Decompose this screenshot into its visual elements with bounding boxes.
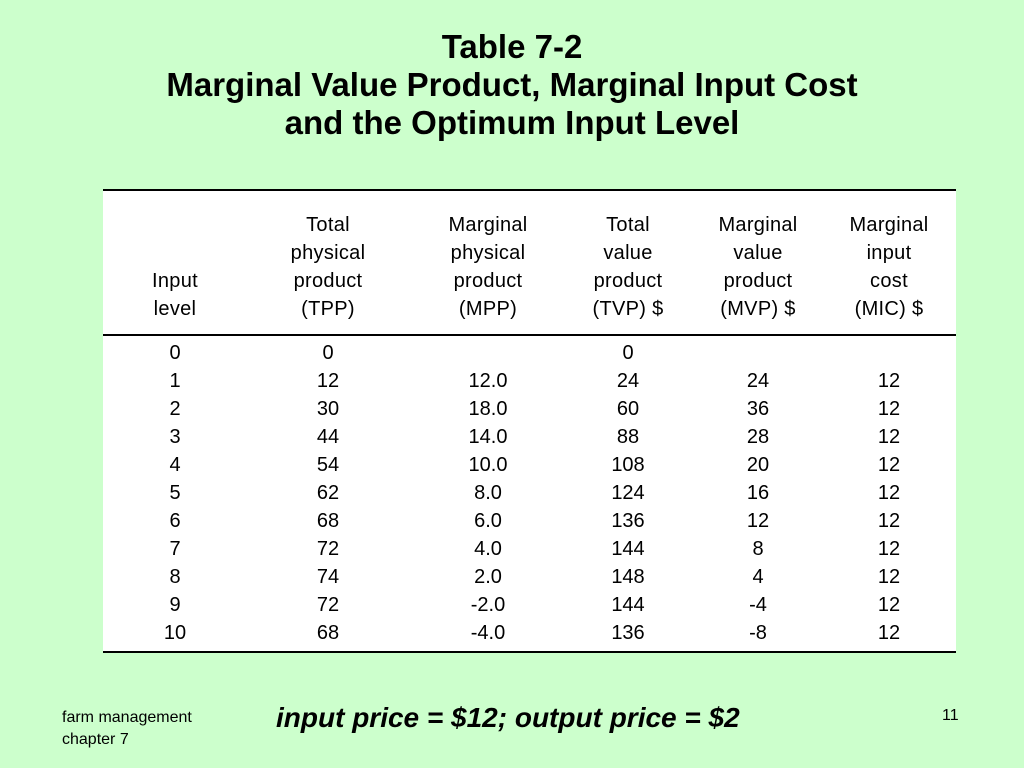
cell-tvp: 0: [622, 342, 634, 364]
table-row: 2 30 18.0 60 36 12: [103, 395, 956, 423]
cell-mvp: 36: [746, 398, 770, 420]
footer-prices: input price = $12; output price = $2: [276, 702, 740, 733]
data-table: Input level Total physical product (TPP)…: [103, 189, 956, 653]
header-input-level: Input level: [152, 270, 198, 320]
cell-mvp: 8: [752, 538, 764, 560]
table-row: 5 62 8.0 124 16 12: [103, 479, 956, 507]
cell-input-level: 7: [169, 538, 181, 560]
cell-mic: 12: [877, 594, 901, 616]
cell-mpp: -4.0: [470, 622, 506, 644]
title-line-2: Marginal Value Product, Marginal Input C…: [166, 66, 858, 103]
cell-input-level: 8: [169, 566, 181, 588]
header-mvp: Marginal value product (MVP) $: [718, 214, 798, 320]
table-row: 10 68 -4.0 136 -8 12: [103, 619, 956, 647]
cell-mic: 12: [877, 426, 901, 448]
cell-input-level: 2: [169, 398, 181, 420]
cell-tpp: 12: [316, 370, 340, 392]
cell-tpp: 72: [316, 538, 340, 560]
cell-tvp: 88: [616, 426, 640, 448]
cell-input-level: 6: [169, 510, 181, 532]
table-row: 8 74 2.0 148 4 12: [103, 563, 956, 591]
table-row: 6 68 6.0 136 12 12: [103, 507, 956, 535]
page-number: 11: [942, 707, 959, 724]
cell-tpp: 72: [316, 594, 340, 616]
header-mpp: Marginal physical product (MPP): [448, 214, 528, 320]
table-row: 9 72 -2.0 144 -4 12: [103, 591, 956, 619]
footer-course-label: farm management chapter 7: [62, 709, 192, 748]
table-row: 1 12 12.0 24 24 12: [103, 367, 956, 395]
cell-mvp: 28: [746, 426, 770, 448]
cell-mpp: 18.0: [468, 398, 508, 420]
cell-mvp: 20: [746, 454, 770, 476]
cell-mpp: -2.0: [470, 594, 506, 616]
cell-mic: 12: [877, 538, 901, 560]
cell-mic: 12: [877, 370, 901, 392]
cell-tvp: 60: [616, 398, 640, 420]
table-row: 7 72 4.0 144 8 12: [103, 535, 956, 563]
cell-tpp: 54: [316, 454, 340, 476]
cell-tpp: 68: [316, 510, 340, 532]
cell-tpp: 30: [316, 398, 340, 420]
cell-tpp: 44: [316, 426, 340, 448]
cell-input-level: 4: [169, 454, 181, 476]
cell-mpp: 12.0: [468, 370, 508, 392]
cell-input-level: 1: [169, 370, 181, 392]
cell-mic: 12: [877, 566, 901, 588]
cell-tvp: 124: [611, 482, 645, 504]
cell-tvp: 24: [616, 370, 640, 392]
cell-mpp: 6.0: [474, 510, 502, 532]
table-body: 0 0 0 1 12 12.0 24 24 12 2 30 18.0 60 36 12 3 44 14.0 88 28…: [103, 339, 956, 647]
title-line-3: and the Optimum Input Level: [284, 104, 740, 141]
title-line-1: Table 7-2: [441, 28, 583, 65]
cell-tvp: 144: [611, 594, 645, 616]
cell-input-level: 0: [169, 342, 181, 364]
cell-tpp: 74: [316, 566, 340, 588]
cell-mvp: 16: [746, 482, 770, 504]
header-tpp: Total physical product (TPP): [290, 214, 366, 320]
cell-tpp: 68: [316, 622, 340, 644]
cell-mpp: 10.0: [468, 454, 508, 476]
cell-input-level: 3: [169, 426, 181, 448]
cell-mpp: 4.0: [474, 538, 502, 560]
cell-tpp: 0: [322, 342, 334, 364]
cell-mvp: -8: [749, 622, 767, 644]
header-mic: Marginal input cost (MIC) $: [849, 214, 929, 320]
cell-tvp: 136: [611, 622, 645, 644]
cell-tvp: 148: [611, 566, 645, 588]
cell-tvp: 108: [611, 454, 645, 476]
cell-mpp: 2.0: [474, 566, 502, 588]
table-header: Input level Total physical product (TPP)…: [103, 191, 956, 336]
cell-input-level: 9: [169, 594, 181, 616]
table-row: 4 54 10.0 108 20 12: [103, 451, 956, 479]
slide-title: Table 7-2 Marginal Value Product, Margin…: [0, 28, 1024, 142]
cell-mvp: -4: [749, 594, 767, 616]
cell-mpp: 14.0: [468, 426, 508, 448]
cell-mvp: 4: [752, 566, 764, 588]
table-row: 3 44 14.0 88 28 12: [103, 423, 956, 451]
cell-mic: 12: [877, 510, 901, 532]
cell-tvp: 144: [611, 538, 645, 560]
cell-tvp: 136: [611, 510, 645, 532]
header-tvp: Total value product (TVP) $: [592, 214, 664, 320]
cell-mvp: 12: [746, 510, 770, 532]
cell-mic: 12: [877, 398, 901, 420]
cell-tpp: 62: [316, 482, 340, 504]
cell-mic: 12: [877, 482, 901, 504]
table-row: 0 0 0: [103, 339, 956, 367]
cell-mvp: 24: [746, 370, 770, 392]
cell-mic: 12: [877, 622, 901, 644]
cell-mic: 12: [877, 454, 901, 476]
cell-input-level: 5: [169, 482, 181, 504]
cell-mpp: 8.0: [474, 482, 502, 504]
cell-input-level: 10: [163, 622, 187, 644]
